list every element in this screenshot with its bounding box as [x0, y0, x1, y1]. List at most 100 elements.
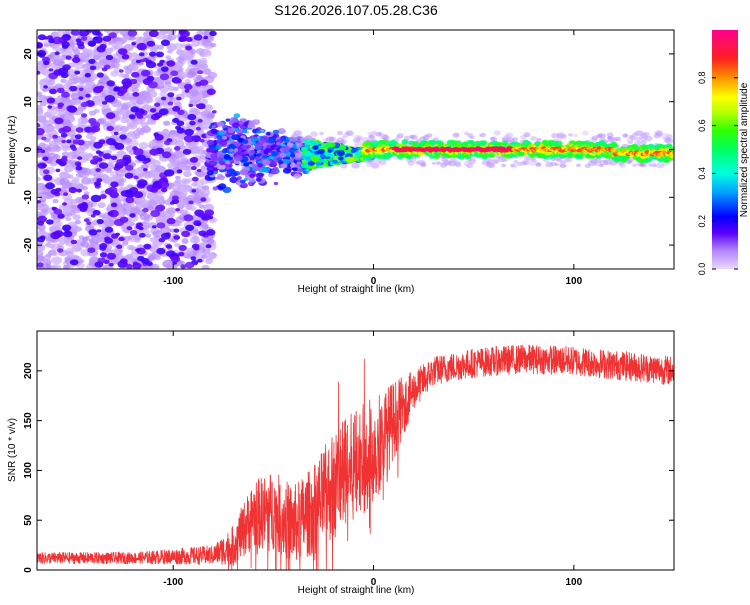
spectrogram-point — [319, 131, 324, 136]
spectrogram-point — [178, 260, 185, 265]
spectrogram-point — [206, 139, 215, 146]
spectrogram-point — [41, 208, 48, 214]
spectrogram-point — [152, 225, 157, 229]
spectrogram-point — [174, 78, 182, 84]
spectrogram-point — [88, 117, 97, 124]
spectrogram-point — [134, 111, 142, 117]
spectrogram-point — [123, 44, 134, 51]
spectrogram-point — [41, 163, 47, 168]
spectrogram-point — [195, 170, 205, 177]
spectrogram-point — [76, 41, 85, 47]
spectrogram-ylabel: Frequency (Hz) — [7, 116, 18, 185]
spectrogram-point — [150, 187, 158, 193]
spectrogram-point — [232, 122, 240, 128]
spectrogram-point — [69, 204, 80, 212]
spectrogram-point — [160, 39, 171, 47]
spectrogram-point — [188, 68, 199, 76]
spectrogram-point — [78, 87, 84, 92]
spectrogram-point — [224, 162, 233, 169]
spectrogram-point — [81, 185, 88, 191]
spectrogram-ytick-label: 0 — [23, 146, 34, 152]
spectrogram-point — [210, 122, 215, 126]
spectrogram-point — [242, 139, 249, 144]
spectrogram-point — [71, 46, 79, 52]
spectrogram-point — [441, 160, 449, 166]
spectrogram-point — [170, 70, 179, 77]
spectrogram-point — [116, 244, 123, 249]
spectrogram-point — [47, 105, 52, 109]
spectrogram-point — [233, 113, 241, 119]
colorbar-tick-label: 0.2 — [697, 215, 707, 228]
spectrogram-point — [135, 248, 141, 253]
spectrogram-points — [37, 30, 674, 269]
spectrogram-point — [37, 182, 46, 191]
spectrogram-point — [66, 139, 72, 144]
spectrogram-point — [619, 162, 625, 166]
spectrogram-point — [236, 176, 242, 180]
spectrogram-point — [205, 244, 212, 249]
spectrogram-point — [145, 233, 152, 238]
spectrogram-point — [61, 118, 72, 126]
spectrogram-point — [37, 176, 42, 182]
spectrogram-point — [175, 125, 182, 130]
spectrogram-point — [197, 158, 205, 164]
spectrogram-point — [146, 261, 153, 267]
spectrogram-point — [66, 105, 76, 112]
spectrogram-point — [142, 208, 149, 213]
spectrogram-point — [225, 160, 231, 165]
spectrogram-point — [110, 202, 118, 208]
spectrogram-point — [636, 140, 642, 145]
spectrogram-point — [97, 79, 104, 84]
spectrogram-point — [622, 133, 629, 138]
spectrogram-point — [203, 67, 212, 74]
spectrogram-point — [371, 162, 380, 169]
spectrogram-point — [190, 256, 197, 261]
spectrogram-point — [154, 112, 163, 119]
spectrogram-point — [354, 134, 361, 139]
spectrogram-point — [576, 163, 582, 168]
spectrogram-point — [74, 70, 81, 75]
spectrogram-point — [52, 134, 59, 139]
spectrogram-point — [43, 174, 53, 181]
spectrogram-point — [332, 159, 338, 164]
spectrogram-point — [239, 179, 246, 184]
spectrogram-point — [80, 36, 88, 41]
spectrogram-point — [45, 182, 55, 190]
spectrogram-point — [273, 181, 279, 186]
spectrogram-point — [256, 141, 264, 147]
spectrogram-point — [94, 181, 101, 187]
spectrogram-point — [68, 187, 78, 194]
spectrogram-point — [119, 134, 127, 140]
spectrogram-point — [89, 73, 99, 80]
spectrogram-point — [162, 120, 171, 126]
spectrogram-point — [290, 163, 297, 168]
spectrogram-point — [166, 250, 176, 258]
spectrogram-point — [174, 243, 181, 248]
spectrogram-point — [653, 134, 659, 138]
spectrogram-point — [37, 262, 44, 268]
spectrogram-point — [65, 216, 72, 222]
spectrogram-point — [156, 222, 166, 229]
spectrogram-point — [184, 83, 193, 90]
spectrogram-point — [184, 128, 194, 136]
spectrogram-point — [275, 141, 281, 146]
spectrogram-point — [160, 66, 169, 72]
spectrogram-point — [345, 156, 354, 163]
spectrogram-point — [115, 232, 120, 236]
spectrogram-point — [300, 163, 309, 169]
spectrogram-point — [126, 132, 134, 138]
spectrogram-point — [611, 143, 618, 149]
spectrogram-point — [304, 156, 312, 161]
spectrogram-point — [488, 163, 496, 168]
spectrogram-point — [270, 169, 279, 175]
spectrogram-point — [198, 230, 207, 237]
spectrogram-point — [128, 62, 138, 70]
spectrogram-point — [243, 151, 249, 155]
spectrogram-point — [185, 224, 195, 231]
spectrogram-point — [204, 209, 215, 217]
spectrogram-point — [117, 179, 124, 184]
spectrogram-point — [50, 264, 62, 269]
spectrogram-point — [88, 58, 96, 64]
spectrogram-point — [200, 197, 207, 202]
spectrogram-point — [47, 106, 59, 115]
